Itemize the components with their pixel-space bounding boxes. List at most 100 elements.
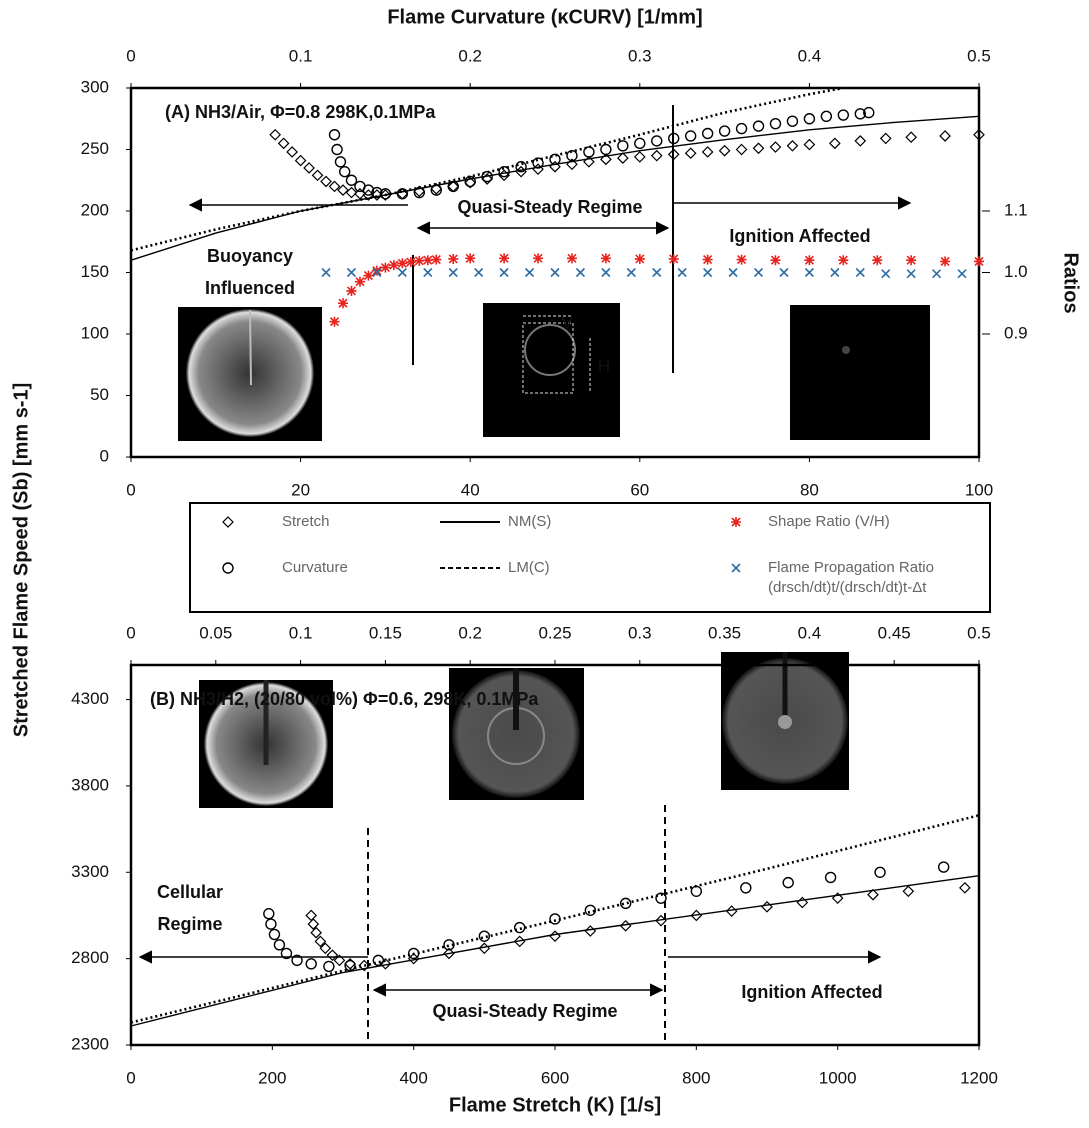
data-point [735, 143, 748, 156]
data-point [906, 255, 917, 266]
annotation: Quasi-Steady Regime [432, 1001, 617, 1021]
data-point [263, 908, 275, 920]
data-point [338, 165, 351, 178]
legend-swatch [222, 516, 234, 528]
data-point [677, 267, 687, 278]
data-point [329, 316, 340, 327]
data-point [684, 130, 697, 142]
data-point [786, 115, 799, 127]
data-point [372, 267, 382, 278]
data-point [465, 253, 476, 264]
data-point [932, 269, 942, 279]
x2-tick-label: 0.15 [369, 623, 402, 642]
annotation: Quasi-Steady Regime [457, 197, 642, 217]
data-point [867, 888, 879, 901]
data-point [626, 267, 636, 278]
x-tick-label: 40 [461, 480, 480, 499]
data-point [346, 267, 357, 278]
data-point [701, 127, 714, 140]
data-point [397, 258, 408, 269]
legend-swatch [731, 517, 741, 527]
annotation: Ignition Affected [741, 982, 882, 1002]
y-tick-label: 50 [90, 385, 109, 404]
x2-tick-label: 0.1 [289, 46, 313, 65]
legend-label: Shape Ratio (V/H) [768, 513, 890, 530]
x2-tick-label: 0.2 [458, 46, 482, 65]
data-point [854, 135, 867, 147]
y-tick-label: 150 [81, 262, 109, 281]
data-point [583, 155, 595, 168]
data-point [828, 137, 841, 150]
regime-arrow [138, 196, 912, 997]
x-tick-label: 800 [682, 1068, 710, 1087]
data-point [380, 262, 391, 273]
data-point [524, 267, 535, 278]
data-point [273, 939, 286, 951]
data-point [549, 930, 561, 943]
data-point [269, 128, 282, 141]
x2-tick-label: 0.35 [708, 623, 741, 642]
data-point [333, 954, 346, 967]
annotation: Cellular [157, 882, 223, 902]
x2-tick-label: 0.05 [199, 623, 232, 642]
data-point [388, 260, 399, 271]
data-point [499, 267, 509, 278]
flame-image [199, 652, 849, 808]
data-point [379, 957, 392, 970]
data-point [770, 255, 781, 266]
data-point [584, 925, 597, 937]
x2-tick-label: 0.3 [628, 623, 652, 642]
y-tick-label: 4300 [71, 689, 109, 708]
data-point [881, 269, 891, 279]
x-tick-label: 200 [258, 1068, 286, 1087]
data-point [872, 255, 883, 266]
data-point [959, 881, 971, 894]
data-point [549, 913, 561, 925]
data-point [651, 135, 663, 147]
data-point [600, 253, 611, 264]
data-point [294, 154, 307, 167]
fit-line [130, 115, 980, 261]
x-axis-title: Flame Stretch (K) [1/s] [449, 1094, 661, 1116]
data-point [566, 149, 578, 162]
legend-label: LM(C) [508, 559, 550, 576]
data-point [321, 267, 331, 278]
data-point [619, 897, 632, 910]
data-point [320, 175, 332, 188]
data-point [515, 161, 527, 173]
data-point [328, 180, 341, 193]
data-point [761, 900, 773, 913]
y-tick-label: 2300 [71, 1034, 109, 1053]
x-tick-label: 0 [126, 480, 135, 499]
x-tick-label: 1000 [819, 1068, 857, 1087]
fit-line [130, 86, 844, 252]
data-point [550, 267, 560, 278]
data-point [584, 904, 597, 916]
data-point [667, 148, 680, 161]
data-point [532, 157, 544, 169]
data-point [362, 184, 375, 196]
data-point [668, 253, 679, 264]
x2-tick-label: 0 [126, 46, 135, 65]
data-point [423, 267, 433, 278]
data-point [905, 131, 918, 144]
data-point [769, 141, 782, 153]
data-point [345, 186, 358, 199]
data-point [937, 861, 950, 873]
x2-tick-label: 0 [126, 623, 135, 642]
data-point [478, 930, 491, 942]
x2-axis-title: Flame Curvature (κCURV) [1/mm] [387, 6, 702, 28]
x2-tick-label: 0.3 [628, 46, 652, 65]
annotation: H [598, 356, 610, 375]
data-point [735, 122, 748, 135]
data-point [684, 147, 697, 160]
data-point [655, 892, 667, 904]
x2-tick-label: 0.4 [798, 46, 822, 65]
data-point [583, 146, 595, 158]
data-point [803, 138, 816, 151]
series-group [130, 814, 980, 1027]
data-point [286, 146, 298, 158]
data-point [448, 253, 459, 264]
